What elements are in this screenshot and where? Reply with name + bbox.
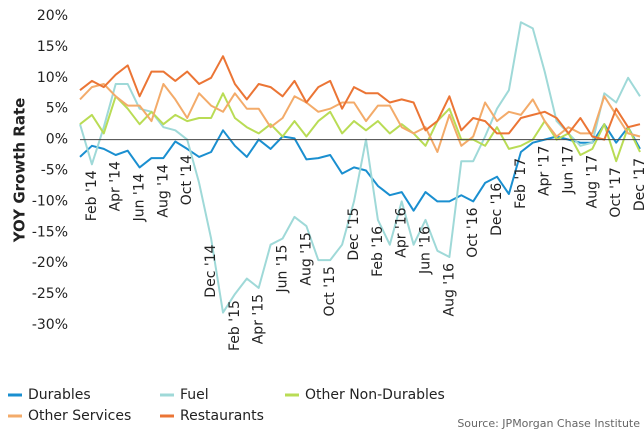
x-tick-label: Dec '14 <box>203 244 219 297</box>
x-tick-label: Dec '17 <box>632 158 644 211</box>
legend-label: Durables <box>28 387 91 403</box>
x-tick-label: Dec '15 <box>346 207 362 260</box>
series-line <box>79 21 641 314</box>
x-tick-label: Apr '16 <box>394 207 410 257</box>
x-tick-label: Jun '15 <box>275 244 291 293</box>
x-tick-label: Jun '16 <box>418 226 434 275</box>
legend-label: Other Services <box>28 408 131 424</box>
series-line <box>79 55 641 141</box>
y-tick-label: -20% <box>32 255 68 271</box>
x-tick-label: Apr '17 <box>537 146 553 196</box>
x-tick-label: Oct '14 <box>179 155 195 205</box>
x-tick-label: Dec '16 <box>489 183 505 236</box>
x-tick-label: Feb '14 <box>84 170 100 221</box>
y-tick-label: 15% <box>37 39 68 55</box>
y-tick-label: -15% <box>32 224 68 240</box>
x-tick-label: Aug '17 <box>584 155 600 208</box>
legend-label: Fuel <box>180 387 209 403</box>
source: Source: JPMorgan Chase Institute <box>457 417 640 430</box>
x-tick-label: Feb '15 <box>227 300 243 351</box>
legend-label: Restaurants <box>180 408 264 424</box>
y-tick-label: 10% <box>37 70 68 86</box>
series-line <box>79 83 641 153</box>
y-tick-label: -30% <box>32 317 68 333</box>
y-tick-label: -5% <box>41 163 68 179</box>
y-axis-label: YOY Growth Rate <box>11 98 29 244</box>
x-tick-label: Oct '16 <box>465 207 481 257</box>
y-tick-label: 5% <box>46 101 68 117</box>
x-tick-label: Feb '17 <box>513 158 529 209</box>
x-tick-label: Oct '17 <box>608 167 624 217</box>
x-tick-label: Jun '17 <box>561 146 577 195</box>
x-tick-label: Aug '15 <box>298 232 314 285</box>
y-tick-label: 0% <box>46 132 68 148</box>
x-tick-label: Apr '14 <box>108 161 124 211</box>
y-tick-label: -25% <box>32 286 68 302</box>
x-tick-label: Aug '14 <box>155 164 171 218</box>
legend-label: Other Non-Durables <box>305 387 445 403</box>
x-tick-label: Aug '16 <box>441 263 457 317</box>
x-tick-label: Apr '15 <box>251 294 267 344</box>
x-tick-label: Feb '16 <box>370 226 386 277</box>
x-tick-label: Oct '15 <box>322 266 338 316</box>
y-tick-label: -10% <box>32 193 68 209</box>
y-tick-label: 20% <box>37 8 68 24</box>
x-tick-label: Jun '14 <box>132 173 148 222</box>
